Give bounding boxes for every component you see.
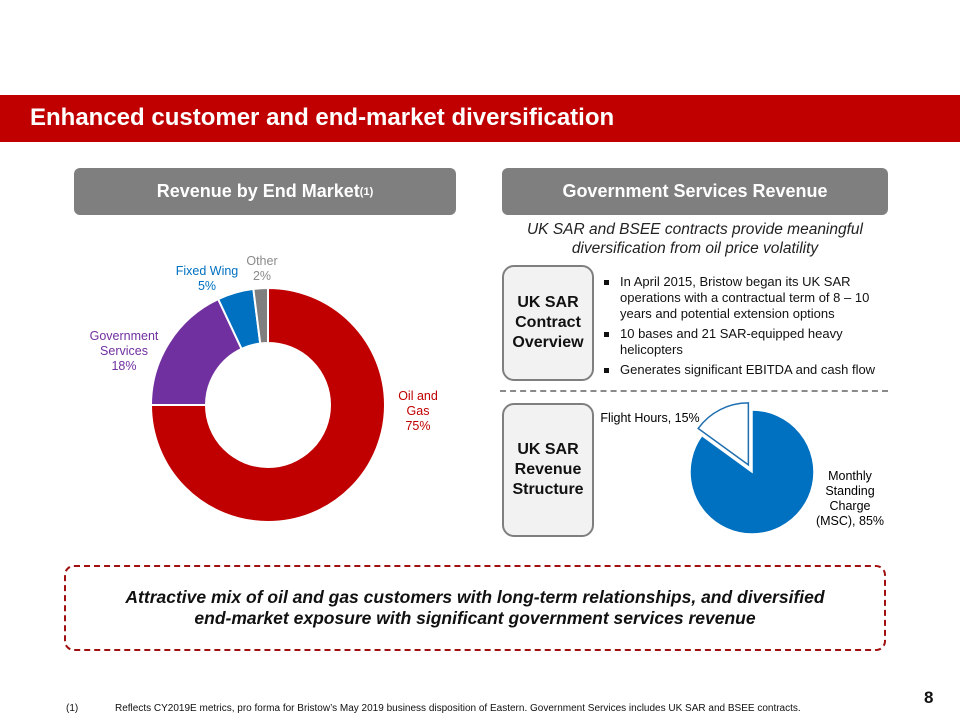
footnote-text: Reflects CY2019E metrics, pro forma for … [115, 703, 801, 714]
government-services-header: Government Services Revenue [502, 168, 888, 215]
pie-slice-monthly-standing-charge-msc- [689, 409, 815, 535]
footnote-ref: (1) [359, 185, 374, 198]
pie-chart [689, 402, 815, 535]
page-number: 8 [924, 688, 934, 707]
divider [500, 390, 888, 392]
label-flight-hours: Flight Hours, 15% [600, 411, 700, 425]
revenue-by-end-market-header: Revenue by End Market (1) [74, 168, 456, 215]
callout-text: Attractive mix of oil and gas customers … [125, 587, 825, 628]
bullet-list: In April 2015, Bristow began its UK SAR … [600, 274, 885, 382]
label-fixed-wing-pct: 5% [198, 279, 216, 293]
label-fixed-wing: Fixed Wing [176, 264, 239, 278]
subtitle: UK SAR and BSEE contracts provide meanin… [526, 221, 863, 257]
donut-slice-other [252, 286, 269, 345]
bullet: 10 bases and 21 SAR-equipped heavy helic… [600, 326, 885, 358]
bullet: In April 2015, Bristow began its UK SAR … [600, 274, 885, 322]
pie-slice-flight-hours [697, 402, 750, 467]
page-title: Enhanced customer and end-market diversi… [30, 104, 615, 131]
title-band [0, 95, 960, 142]
label-oil-gas-1: Oil and [398, 389, 438, 403]
label-oil-gas-2: Gas [407, 404, 430, 418]
label-oil-gas-pct: 75% [405, 419, 430, 433]
contract-overview-box: UK SAR Contract Overview [502, 265, 594, 381]
callout-box: Attractive mix of oil and gas customers … [64, 565, 886, 651]
label-government-pct: 18% [111, 359, 136, 373]
donut-slice-oil-and-gas [149, 286, 386, 523]
bullet: Generates significant EBITDA and cash fl… [600, 362, 885, 378]
revenue-structure-box: UK SAR Revenue Structure [502, 403, 594, 537]
label-government-2: Services [100, 344, 148, 358]
footnote-marker: (1) [66, 703, 79, 714]
label-government-1: Government [90, 329, 159, 343]
label-other-pct: 2% [253, 269, 271, 283]
donut-chart: Oil and Gas 75% Government Services 18% Fixe… [90, 254, 438, 523]
header-text: Revenue by End Market [156, 181, 360, 201]
label-other: Other [246, 254, 277, 268]
label-msc: Monthly Standing Charge (MSC), 85% [815, 469, 885, 528]
